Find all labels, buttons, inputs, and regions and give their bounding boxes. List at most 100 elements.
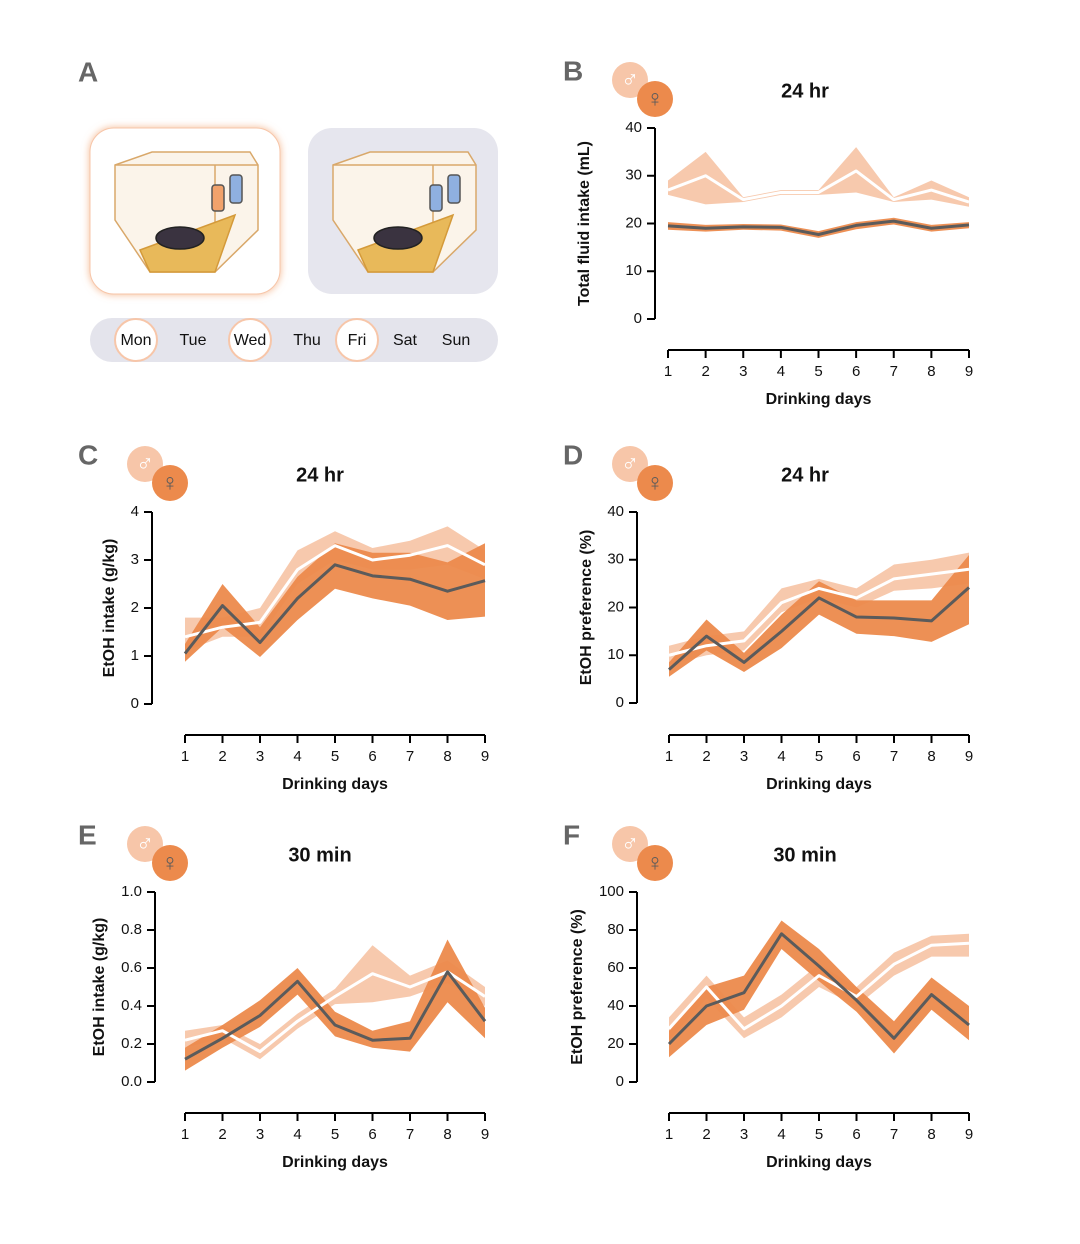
chart-title: 24 hr (296, 464, 344, 486)
legend-icon (637, 81, 673, 117)
y-tick-label: 40 (607, 997, 624, 1014)
x-tick-label: 5 (331, 1126, 339, 1143)
y-tick-label: 0 (616, 694, 624, 711)
panel-label: C (78, 439, 98, 470)
error-band (185, 939, 485, 1071)
day-label: Tue (180, 332, 207, 349)
legend-label: ♀ (646, 469, 664, 496)
legend-icon (612, 826, 648, 862)
legend-icon (152, 845, 188, 881)
y-tick-label: 40 (625, 119, 642, 136)
x-tick-label: 6 (852, 1126, 860, 1143)
y-tick-label: 20 (607, 598, 624, 615)
x-tick-label: 8 (927, 363, 935, 380)
day-label: Fri (348, 332, 367, 349)
legend-icon (127, 446, 163, 482)
y-tick-label: 4 (131, 503, 139, 520)
legend-label: ♀ (161, 469, 179, 496)
x-tick-label: 1 (181, 748, 189, 765)
x-tick-label: 7 (890, 1126, 898, 1143)
error-band (669, 933, 969, 1041)
panel-label: A (78, 56, 98, 87)
error-band (185, 945, 485, 1060)
day-label: Sun (442, 332, 470, 349)
chart-title: 24 hr (781, 80, 829, 102)
mean-line (667, 932, 970, 1046)
legend-icon (637, 845, 673, 881)
legend-label: ♂ (136, 830, 154, 857)
x-tick-label: 8 (927, 748, 935, 765)
x-tick-label: 5 (814, 363, 822, 380)
mean-line (667, 219, 970, 236)
y-tick-label: 0.6 (121, 959, 142, 976)
legend-icon (127, 826, 163, 862)
chart-title: 30 min (773, 844, 836, 866)
y-tick-label: 2 (131, 599, 139, 616)
x-tick-label: 7 (890, 748, 898, 765)
cage-water (332, 151, 477, 273)
x-tick-label: 1 (664, 363, 672, 380)
x-tick-label: 4 (777, 1126, 785, 1143)
x-tick-label: 2 (702, 748, 710, 765)
y-tick-label: 40 (607, 503, 624, 520)
y-tick-label: 30 (607, 551, 624, 568)
panel-label: B (563, 55, 583, 86)
legend-label: ♂ (136, 450, 154, 477)
day-label: Mon (120, 332, 151, 349)
y-tick-label: 0.2 (121, 1035, 142, 1052)
y-axis-label: EtOH intake (g/kg) (101, 539, 118, 678)
y-tick-label: 30 (625, 167, 642, 184)
week-strip (90, 318, 498, 362)
x-tick-label: 4 (777, 748, 785, 765)
y-tick-label: 0.4 (121, 997, 142, 1014)
x-axis-label: Drinking days (766, 776, 872, 793)
x-axis-label: Drinking days (282, 776, 388, 793)
error-band (668, 217, 969, 238)
x-tick-label: 9 (965, 1126, 973, 1143)
x-tick-label: 9 (965, 363, 973, 380)
mean-line (668, 586, 970, 671)
cage-ethanol (114, 151, 259, 273)
legend-label: ♂ (621, 830, 639, 857)
y-tick-label: 0 (131, 695, 139, 712)
legend-label: ♂ (621, 450, 639, 477)
error-band (185, 543, 485, 662)
legend-icon (612, 62, 648, 98)
x-tick-label: 5 (815, 748, 823, 765)
error-band (669, 554, 969, 677)
y-tick-label: 0.8 (121, 921, 142, 938)
legend-label: ♂ (621, 66, 639, 93)
x-tick-label: 1 (665, 748, 673, 765)
day-highlight (114, 318, 158, 362)
x-tick-label: 2 (701, 363, 709, 380)
mean-line (184, 970, 486, 1054)
y-tick-label: 10 (607, 646, 624, 663)
y-tick-label: 0 (634, 310, 642, 327)
legend-icon (612, 446, 648, 482)
x-tick-label: 6 (368, 1126, 376, 1143)
chart-title: 24 hr (781, 464, 829, 486)
x-tick-label: 3 (256, 1126, 264, 1143)
x-tick-label: 3 (740, 1126, 748, 1143)
x-axis-label: Drinking days (282, 1154, 388, 1171)
mean-line (184, 544, 486, 639)
y-axis-label: EtOH intake (g/kg) (91, 918, 108, 1057)
panel-label: F (563, 819, 580, 850)
day-label: Wed (234, 332, 267, 349)
error-band (669, 920, 969, 1058)
y-tick-label: 10 (625, 262, 642, 279)
x-tick-label: 4 (293, 1126, 301, 1143)
y-tick-label: 20 (607, 1035, 624, 1052)
error-band (668, 147, 969, 207)
x-tick-label: 8 (927, 1126, 935, 1143)
x-tick-label: 9 (481, 1126, 489, 1143)
mean-line (184, 970, 487, 1061)
x-tick-label: 2 (218, 748, 226, 765)
y-tick-label: 20 (625, 214, 642, 231)
x-tick-label: 3 (256, 748, 264, 765)
x-tick-label: 8 (443, 748, 451, 765)
panel-label: D (563, 439, 583, 470)
mean-line (667, 169, 970, 204)
x-tick-label: 2 (702, 1126, 710, 1143)
x-tick-label: 3 (740, 748, 748, 765)
